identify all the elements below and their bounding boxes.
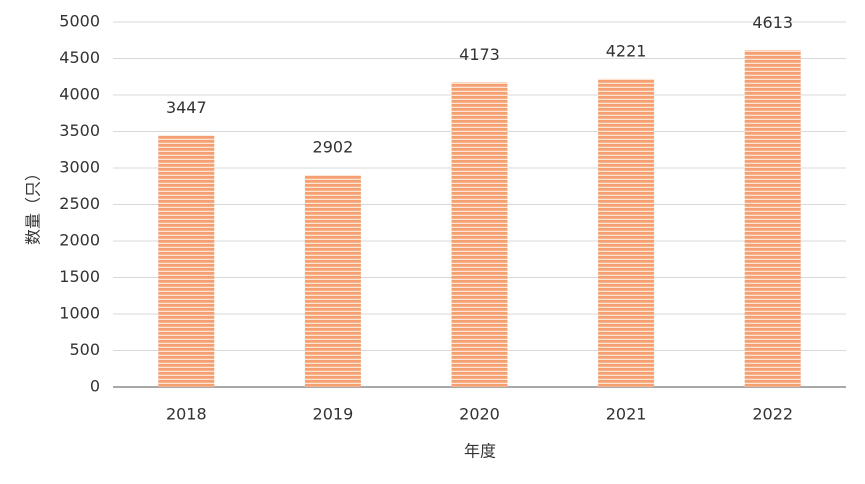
bar: [744, 50, 801, 387]
data-label: 3447: [166, 98, 207, 117]
bar: [451, 82, 508, 387]
bar: [598, 78, 655, 387]
y-tick-label: 3500: [59, 121, 100, 140]
y-tick-label: 1500: [59, 267, 100, 286]
x-tick-label: 2018: [166, 405, 207, 424]
x-tick-label: 2019: [313, 405, 354, 424]
y-tick-label: 500: [69, 340, 100, 359]
y-tick-label: 2000: [59, 231, 100, 250]
y-axis-title: 数量（只）: [24, 165, 43, 245]
data-label: 4613: [752, 13, 793, 32]
data-label: 4221: [606, 41, 647, 60]
x-tick-label: 2021: [606, 405, 647, 424]
bar: [158, 135, 215, 387]
data-label: 4173: [459, 45, 500, 64]
y-tick-label: 4000: [59, 85, 100, 104]
x-tick-label: 2022: [752, 405, 793, 424]
data-label: 2902: [313, 138, 354, 157]
y-tick-label: 1000: [59, 304, 100, 323]
y-tick-label: 4500: [59, 48, 100, 67]
y-tick-label: 3000: [59, 158, 100, 177]
y-tick-label: 5000: [59, 12, 100, 31]
bar: [304, 175, 361, 387]
y-tick-label: 0: [90, 377, 100, 396]
y-tick-label: 2500: [59, 194, 100, 213]
x-tick-label: 2020: [459, 405, 500, 424]
x-axis-title: 年度: [464, 442, 496, 461]
